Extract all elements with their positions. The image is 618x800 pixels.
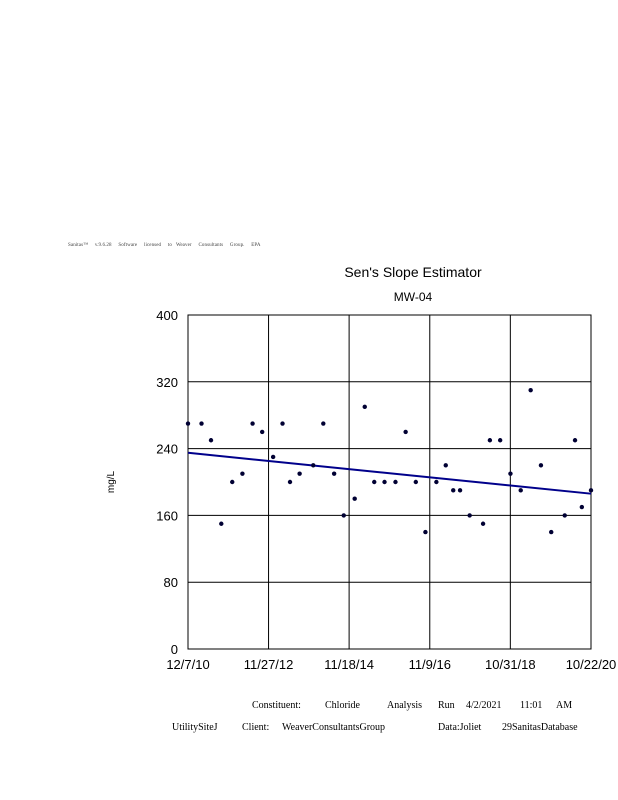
data-point [230, 479, 235, 485]
data-point [287, 479, 293, 485]
data-point [250, 421, 255, 426]
data-point [280, 421, 285, 426]
data-point [321, 421, 326, 426]
site-name: UtilitySiteJ [172, 722, 218, 733]
data-point [403, 429, 408, 435]
data-point [185, 421, 191, 426]
data-point [393, 479, 398, 485]
data-point [331, 471, 337, 476]
x-tick-label: 10/22/20 [566, 657, 617, 672]
y-tick-label: 80 [164, 575, 178, 590]
data-point [562, 513, 567, 518]
chart-title: Sen's Slope Estimator [344, 264, 482, 280]
y-tick-label: 320 [156, 375, 178, 390]
data-label: Data:Joliet [438, 722, 482, 733]
run-ampm: AM [556, 700, 573, 711]
run-label: Run [438, 700, 455, 711]
x-tick-label: 10/31/18 [485, 657, 536, 672]
analysis-label: Analysis [387, 700, 422, 711]
data-point [259, 429, 265, 435]
x-tick-label: 11/27/12 [244, 657, 294, 672]
data-point [467, 513, 472, 518]
y-tick-label: 0 [171, 642, 178, 657]
data-point [487, 438, 493, 443]
data-point [579, 504, 585, 510]
sens-slope-trend-line [187, 451, 592, 495]
chart-subtitle: MW-04 [393, 290, 433, 304]
data-point [352, 496, 357, 501]
run-date: 4/2/2021 [466, 700, 502, 711]
data-point [434, 479, 439, 485]
data-point [549, 529, 554, 535]
data-point [270, 454, 276, 460]
data-point [443, 463, 448, 468]
client-label: Client: [242, 722, 270, 733]
data-point [372, 479, 377, 485]
data-point [219, 521, 224, 526]
data-point [588, 488, 594, 493]
data-point [508, 471, 513, 476]
client-value: WeaverConsultantsGroup [282, 722, 386, 733]
software-license-header: Sanitas™ v.9.6.28 Software licensed to W… [68, 243, 261, 248]
constituent-value: Chloride [325, 700, 360, 711]
data-point [199, 421, 204, 426]
database-name: 29SanitasDatabase [502, 722, 578, 733]
y-tick-label: 160 [156, 508, 178, 523]
data-point [457, 488, 463, 493]
data-point [208, 438, 214, 443]
data-point [518, 488, 523, 493]
run-time: 11:01 [520, 700, 543, 711]
data-point [240, 471, 245, 476]
data-point [382, 479, 387, 485]
data-point [297, 471, 302, 476]
y-tick-label: 240 [156, 442, 178, 457]
y-axis-label: mg/L [106, 470, 117, 493]
data-point [572, 438, 578, 443]
data-point [362, 404, 367, 410]
data-point [528, 387, 533, 393]
x-tick-label: 12/7/10 [166, 657, 209, 672]
data-point [480, 521, 486, 526]
data-point [311, 463, 316, 468]
data-point [413, 479, 419, 485]
constituent-label: Constituent: [252, 700, 301, 711]
data-point [497, 438, 503, 443]
data-point [538, 463, 544, 468]
x-tick-label: 11/18/14 [324, 657, 374, 672]
data-point [451, 488, 456, 493]
data-point [423, 529, 428, 535]
y-tick-label: 400 [156, 308, 178, 323]
x-tick-label: 11/9/16 [409, 657, 451, 672]
data-point [341, 513, 346, 518]
plot-frame [187, 314, 592, 650]
